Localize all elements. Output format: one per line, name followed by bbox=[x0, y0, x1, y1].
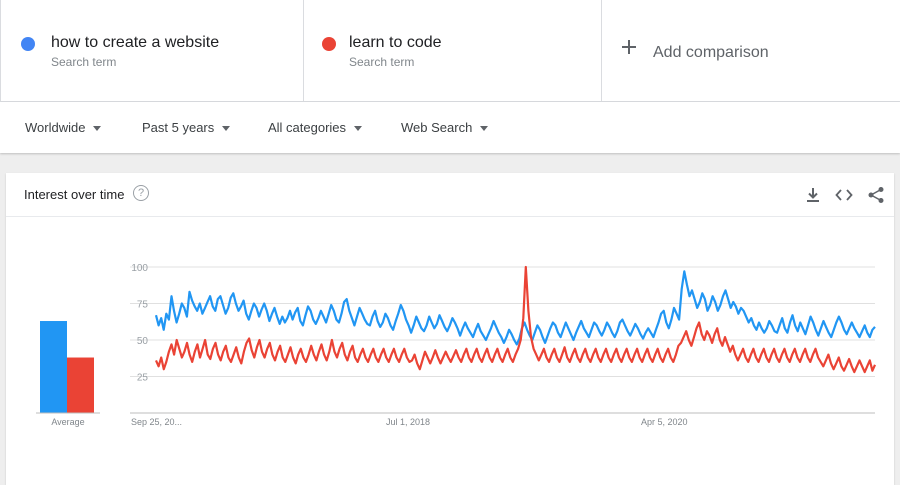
term-1-name: how to create a website bbox=[51, 34, 220, 51]
term-2-subtitle: Search term bbox=[349, 55, 415, 69]
search-term-1[interactable]: how to create a website Search term bbox=[0, 0, 304, 101]
period-filter-label: Past 5 years bbox=[142, 120, 215, 135]
search-type-filter[interactable]: Web Search bbox=[401, 120, 489, 135]
caret-down-icon bbox=[222, 126, 231, 132]
embed-icon[interactable] bbox=[835, 186, 853, 204]
add-comparison-button[interactable]: Add comparison bbox=[602, 0, 900, 101]
term-1-subtitle: Search term bbox=[51, 55, 117, 69]
x-tick-label: Sep 25, 20... bbox=[131, 417, 182, 427]
caret-down-icon bbox=[480, 126, 489, 132]
share-icon[interactable] bbox=[867, 186, 885, 204]
search-terms-bar: how to create a website Search term lear… bbox=[0, 0, 900, 102]
y-tick-label: 75 bbox=[137, 300, 149, 311]
x-tick-label: Jul 1, 2018 bbox=[386, 417, 430, 427]
term-1-color-dot bbox=[21, 37, 35, 51]
card-header: Interest over time ? bbox=[6, 173, 894, 217]
y-tick-label: 50 bbox=[137, 336, 149, 347]
x-tick-label: Apr 5, 2020 bbox=[641, 417, 688, 427]
download-icon[interactable] bbox=[804, 186, 822, 204]
series-line bbox=[154, 265, 877, 374]
help-icon[interactable]: ? bbox=[133, 185, 149, 201]
region-filter[interactable]: Worldwide bbox=[25, 120, 102, 135]
caret-down-icon bbox=[354, 126, 363, 132]
add-comparison-label: Add comparison bbox=[653, 44, 769, 61]
average-label: Average bbox=[51, 417, 84, 427]
interest-over-time-card: Interest over time ? 25 50 75 100 Average S… bbox=[6, 173, 894, 485]
search-type-filter-label: Web Search bbox=[401, 120, 473, 135]
term-2-name: learn to code bbox=[349, 34, 442, 51]
average-bar bbox=[40, 321, 67, 413]
caret-down-icon bbox=[93, 126, 102, 132]
average-bar bbox=[67, 357, 94, 413]
plus-icon bbox=[622, 40, 636, 54]
category-filter[interactable]: All categories bbox=[268, 120, 363, 135]
filters-bar: Worldwide Past 5 years All categories We… bbox=[0, 102, 900, 153]
category-filter-label: All categories bbox=[268, 120, 347, 135]
interest-over-time-chart: 25 50 75 100 Average Sep 25, 20... Jul 1, 20… bbox=[36, 263, 877, 427]
search-term-2[interactable]: learn to code Search term bbox=[304, 0, 602, 101]
term-2-color-dot bbox=[322, 37, 336, 51]
series-line bbox=[154, 270, 876, 346]
period-filter[interactable]: Past 5 years bbox=[142, 120, 231, 135]
card-title: Interest over time bbox=[24, 187, 125, 202]
y-tick-label: 25 bbox=[137, 373, 149, 384]
region-filter-label: Worldwide bbox=[25, 120, 86, 135]
y-tick-label: 100 bbox=[131, 263, 148, 274]
